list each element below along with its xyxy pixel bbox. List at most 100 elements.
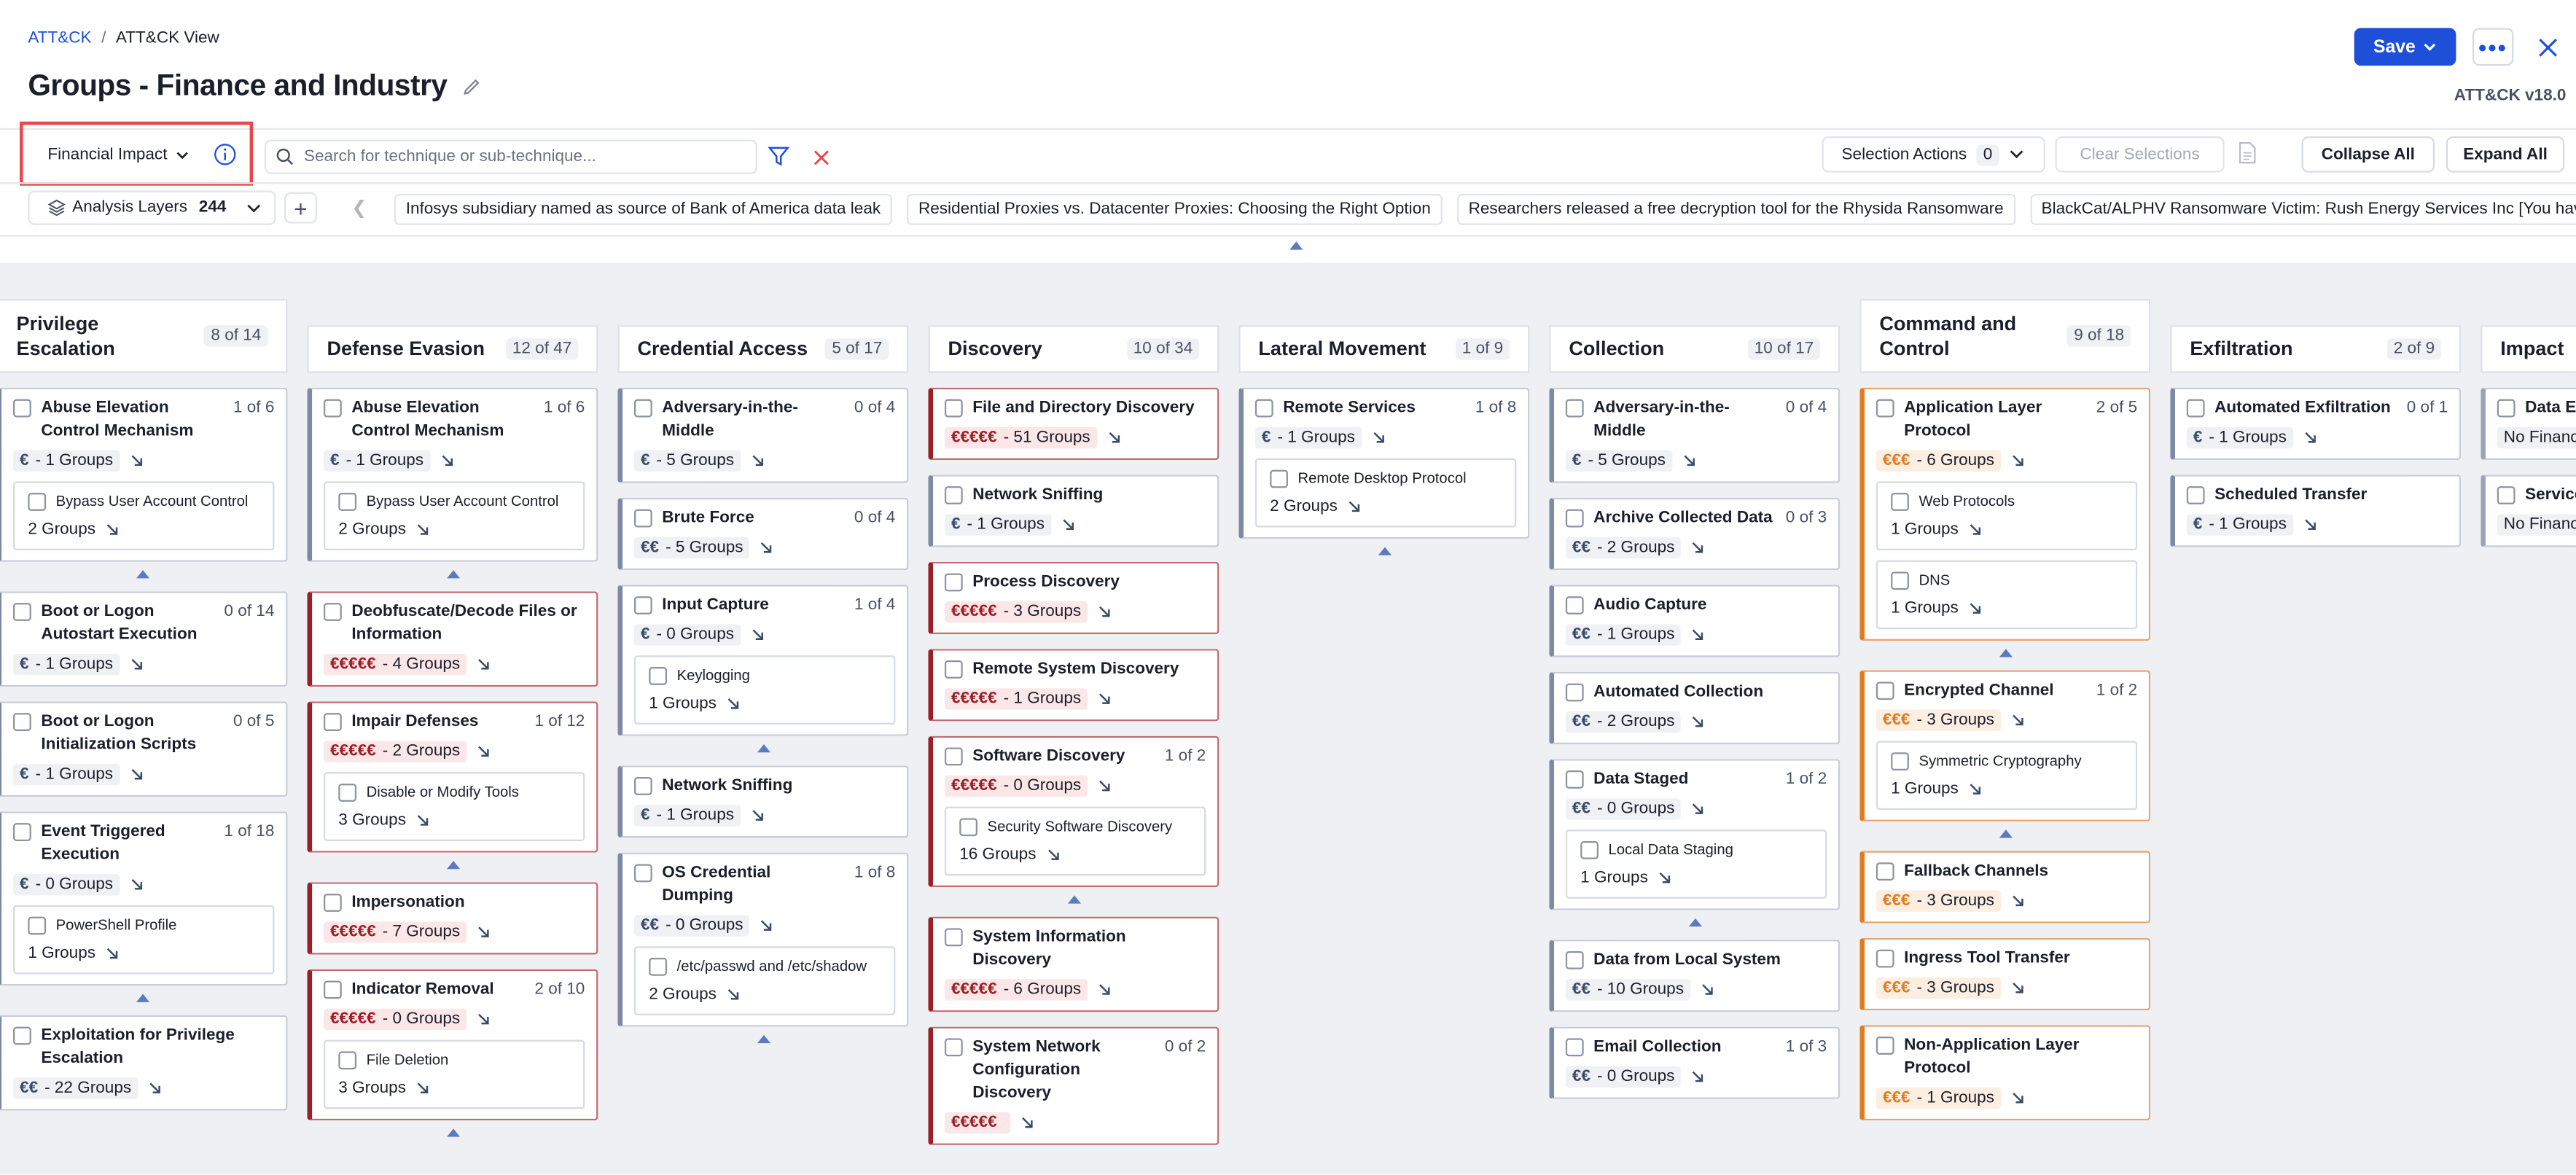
- subtechnique-checkbox[interactable]: [649, 667, 668, 685]
- technique-card[interactable]: Software Discovery 1 of 2 €€€€€ - 0 Groups S…: [928, 735, 1219, 888]
- collapse-subtechniques-icon[interactable]: [0, 991, 287, 1005]
- technique-checkbox[interactable]: [1876, 1037, 1894, 1055]
- technique-checkbox[interactable]: [633, 777, 652, 795]
- technique-checkbox[interactable]: [323, 894, 342, 912]
- info-icon[interactable]: [214, 143, 237, 166]
- collapse-subtechniques-icon[interactable]: [1859, 646, 2150, 660]
- news-scroll-left-icon[interactable]: ❮: [351, 198, 367, 219]
- technique-checkbox[interactable]: [633, 864, 652, 883]
- subtechnique-checkbox[interactable]: [1270, 469, 1288, 488]
- collapse-subtechniques-icon[interactable]: [307, 567, 598, 582]
- technique-checkbox[interactable]: [944, 747, 963, 766]
- expand-groups-arrow-icon[interactable]: [1658, 871, 1672, 886]
- collapse-subtechniques-icon[interactable]: [1859, 827, 2150, 841]
- technique-card[interactable]: System Information Discovery €€€€€ - 6 Gro…: [928, 916, 1219, 1012]
- technique-card[interactable]: Automated Collection €€ - 2 Groups: [1549, 671, 1841, 744]
- expand-groups-arrow-icon[interactable]: [1098, 692, 1112, 706]
- technique-checkbox[interactable]: [944, 928, 963, 947]
- expand-groups-arrow-icon[interactable]: [2303, 430, 2317, 445]
- expand-groups-arrow-icon[interactable]: [1691, 802, 1706, 816]
- document-icon[interactable]: [2238, 141, 2257, 173]
- expand-groups-arrow-icon[interactable]: [1701, 983, 1715, 997]
- expand-groups-arrow-icon[interactable]: [760, 918, 774, 933]
- technique-card[interactable]: Network Sniffing € - 1 Groups: [928, 475, 1219, 547]
- collapse-subtechniques-icon[interactable]: [617, 741, 908, 755]
- technique-card[interactable]: Input Capture 1 of 4 € - 0 Groups Keylogging…: [617, 585, 909, 736]
- technique-card[interactable]: Deobfuscate/Decode Files or Information €…: [307, 591, 598, 687]
- technique-card[interactable]: Adversary-in-the-Middle 0 of 4 € - 5 Groups: [1549, 387, 1841, 483]
- more-options-icon[interactable]: •••: [2472, 28, 2514, 66]
- technique-checkbox[interactable]: [1876, 399, 1894, 418]
- technique-checkbox[interactable]: [1254, 399, 1273, 418]
- technique-card[interactable]: Data from Local System €€ - 10 Groups: [1549, 940, 1841, 1012]
- subtechnique-card[interactable]: Disable or Modify Tools 3 Groups: [323, 772, 585, 841]
- technique-checkbox[interactable]: [1565, 683, 1584, 702]
- subtechnique-checkbox[interactable]: [338, 1051, 357, 1070]
- tactic-header[interactable]: Collection 10 of 17: [1549, 325, 1841, 373]
- technique-checkbox[interactable]: [13, 1026, 31, 1045]
- technique-checkbox[interactable]: [1876, 862, 1894, 881]
- technique-card[interactable]: Impersonation €€€€€ - 7 Groups: [307, 882, 598, 955]
- technique-card[interactable]: Audio Capture €€ - 1 Groups: [1549, 585, 1841, 657]
- expand-groups-arrow-icon[interactable]: [130, 878, 144, 892]
- expand-groups-arrow-icon[interactable]: [1098, 983, 1112, 997]
- expand-groups-arrow-icon[interactable]: [1968, 782, 1983, 797]
- technique-card[interactable]: Data Er No Financ: [2481, 387, 2576, 461]
- subtechnique-card[interactable]: Bypass User Account Control 2 Groups: [323, 481, 585, 551]
- tactic-header[interactable]: Lateral Movement 1 of 9: [1238, 325, 1530, 373]
- expand-groups-arrow-icon[interactable]: [1691, 628, 1706, 642]
- technique-checkbox[interactable]: [2497, 486, 2515, 504]
- technique-card[interactable]: Boot or Logon Initialization Scripts 0 of…: [0, 701, 288, 797]
- technique-checkbox[interactable]: [1565, 596, 1584, 614]
- expand-groups-arrow-icon[interactable]: [1968, 523, 1983, 537]
- collapse-all-button[interactable]: Collapse All: [2301, 136, 2435, 173]
- technique-checkbox[interactable]: [323, 603, 342, 621]
- subtechnique-card[interactable]: Keylogging 1 Groups: [633, 655, 896, 725]
- technique-checkbox[interactable]: [2186, 486, 2205, 504]
- expand-groups-arrow-icon[interactable]: [106, 523, 120, 537]
- expand-groups-arrow-icon[interactable]: [726, 697, 741, 711]
- expand-groups-arrow-icon[interactable]: [2011, 1091, 2026, 1106]
- subtechnique-card[interactable]: File Deletion 3 Groups: [323, 1039, 585, 1109]
- expand-groups-arrow-icon[interactable]: [1691, 1069, 1706, 1084]
- technique-checkbox[interactable]: [944, 660, 963, 679]
- tactic-header[interactable]: Defense Evasion 12 of 47: [307, 325, 598, 373]
- expand-groups-arrow-icon[interactable]: [416, 1081, 431, 1096]
- expand-groups-arrow-icon[interactable]: [1968, 601, 1983, 616]
- tactic-header[interactable]: Impact: [2481, 325, 2576, 373]
- technique-checkbox[interactable]: [1876, 682, 1894, 700]
- edit-title-pencil-icon[interactable]: [461, 76, 481, 95]
- technique-card[interactable]: Exploitation for Privilege Escalation €€ -…: [0, 1015, 288, 1111]
- subtechnique-card[interactable]: Symmetric Cryptography 1 Groups: [1876, 741, 2138, 811]
- expand-groups-arrow-icon[interactable]: [1098, 778, 1112, 793]
- technique-card[interactable]: System Network Configuration Discovery 0 …: [928, 1026, 1219, 1145]
- expand-groups-arrow-icon[interactable]: [130, 768, 144, 782]
- subtechnique-checkbox[interactable]: [338, 784, 357, 802]
- subtechnique-checkbox[interactable]: [1891, 752, 1909, 771]
- collapse-subtechniques-icon[interactable]: [1238, 544, 1529, 558]
- filter-icon[interactable]: [768, 144, 791, 176]
- expand-groups-arrow-icon[interactable]: [1347, 499, 1362, 514]
- subtechnique-card[interactable]: Remote Desktop Protocol 2 Groups: [1254, 458, 1517, 528]
- financial-impact-dropdown[interactable]: Financial Impact: [47, 147, 188, 164]
- technique-card[interactable]: Application Layer Protocol 2 of 5 €€€ - 6 G…: [1859, 387, 2151, 641]
- news-item[interactable]: BlackCat/ALPHV Ransomware Victim: Rush E…: [2029, 193, 2576, 225]
- expand-groups-arrow-icon[interactable]: [751, 628, 765, 642]
- technique-card[interactable]: Ingress Tool Transfer €€€ - 3 Groups: [1859, 937, 2151, 1011]
- technique-checkbox[interactable]: [1565, 950, 1584, 969]
- expand-groups-arrow-icon[interactable]: [130, 453, 144, 468]
- technique-card[interactable]: Process Discovery €€€€€ - 3 Groups: [928, 561, 1219, 634]
- technique-checkbox[interactable]: [1876, 949, 1894, 968]
- expand-groups-arrow-icon[interactable]: [2011, 894, 2026, 908]
- search-input[interactable]: [303, 147, 731, 166]
- technique-card[interactable]: Encrypted Channel 1 of 2 €€€ - 3 Groups Symm…: [1859, 670, 2151, 821]
- analysis-layers-dropdown[interactable]: Analysis Layers 244: [28, 190, 276, 225]
- subtechnique-card[interactable]: DNS 1 Groups: [1876, 560, 2138, 630]
- technique-card[interactable]: Network Sniffing € - 1 Groups: [617, 765, 909, 838]
- expand-groups-arrow-icon[interactable]: [440, 453, 455, 468]
- clear-search-icon[interactable]: [811, 147, 831, 176]
- collapse-subtechniques-icon[interactable]: [1549, 915, 1840, 929]
- technique-checkbox[interactable]: [944, 1038, 963, 1057]
- technique-card[interactable]: Remote System Discovery €€€€€ - 1 Groups: [928, 649, 1219, 722]
- save-button[interactable]: Save: [2354, 28, 2456, 66]
